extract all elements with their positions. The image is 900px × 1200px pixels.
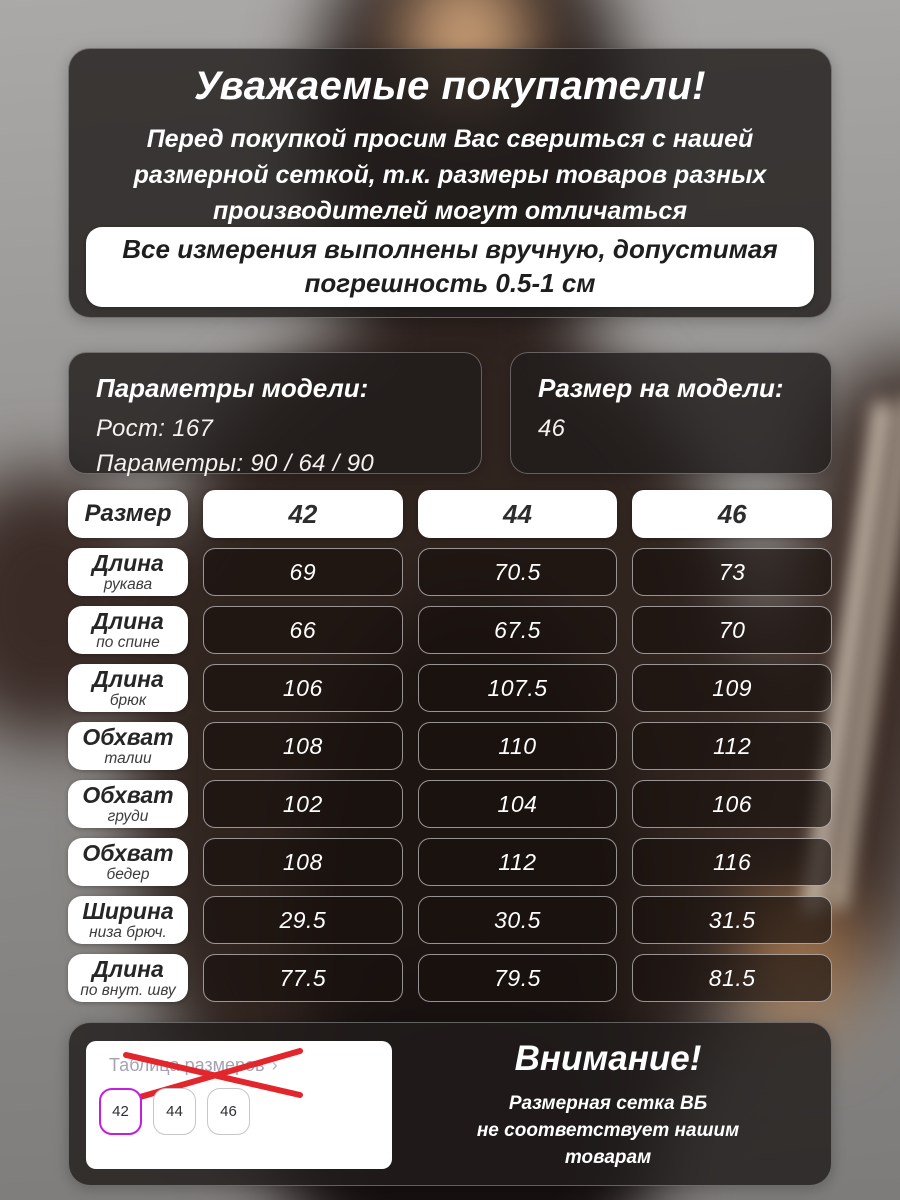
measurement-note: Все измерения выполнены вручную, допусти… <box>86 227 814 307</box>
size-chip-group: 42 44 46 <box>99 1088 250 1135</box>
table-row: Длина брюк 106 107.5 109 <box>68 664 832 712</box>
size-table: Размер 42 44 46 Длина рукава 69 70.5 73 <box>68 490 832 1012</box>
model-measurements: Параметры: 90 / 64 / 90 <box>96 450 375 477</box>
table-cell: 106 <box>632 780 832 828</box>
table-row: Обхват груди 102 104 106 <box>68 780 832 828</box>
table-cell: 116 <box>632 838 832 886</box>
row-label: Ширина низа брюч. <box>68 896 188 944</box>
table-cell: 112 <box>417 838 618 886</box>
measurement-note-text: Все измерения выполнены вручную, допусти… <box>122 234 778 298</box>
footer-panel: Таблица размеров › 42 44 46 Внимание! Раз… <box>68 1022 832 1186</box>
attention-block: Внимание! Размерная сетка ВБ не соответс… <box>397 1039 819 1172</box>
size-table-link[interactable]: Таблица размеров › <box>109 1055 278 1075</box>
table-cell: 67.5 <box>417 606 618 654</box>
table-cell: 106 <box>203 664 403 712</box>
model-params-title: Параметры модели: <box>96 373 369 403</box>
table-cell: 79.5 <box>417 954 618 1002</box>
size-header-label: Размер <box>68 490 188 538</box>
table-cell: 110 <box>417 722 618 770</box>
model-size-panel: Размер на модели: 46 <box>510 352 832 474</box>
model-params-panel: Параметры модели: Рост: 167 Параметры: 9… <box>68 352 482 477</box>
size-chip-42[interactable]: 42 <box>99 1088 142 1135</box>
table-cell: 81.5 <box>632 954 832 1002</box>
table-cell: 104 <box>417 780 618 828</box>
row-label: Длина рукава <box>68 548 188 596</box>
table-cell: 31.5 <box>632 896 832 944</box>
table-row: Обхват талии 108 110 112 <box>68 722 832 770</box>
row-label: Обхват талии <box>68 722 188 770</box>
table-cell: 70 <box>632 606 832 654</box>
row-label: Длина по внут. шву <box>68 954 188 1002</box>
table-row: Обхват бедер 108 112 116 <box>68 838 832 886</box>
wb-size-widget: Таблица размеров › 42 44 46 <box>86 1041 392 1169</box>
table-row: Ширина низа брюч. 29.5 30.5 31.5 <box>68 896 832 944</box>
row-label: Длина брюк <box>68 664 188 712</box>
table-cell: 108 <box>203 838 403 886</box>
attention-title: Внимание! <box>514 1039 702 1078</box>
model-size-value: 46 <box>538 415 566 442</box>
table-cell: 77.5 <box>203 954 403 1002</box>
row-label: Длина по спине <box>68 606 188 654</box>
size-column-46: 46 <box>632 490 832 538</box>
size-chip-44[interactable]: 44 <box>153 1088 196 1135</box>
table-cell: 102 <box>203 780 403 828</box>
table-cell: 70.5 <box>417 548 618 596</box>
row-label: Обхват груди <box>68 780 188 828</box>
table-cell: 69 <box>203 548 403 596</box>
attention-text: Размерная сетка ВБ не соответствует наши… <box>476 1093 740 1168</box>
table-cell: 108 <box>203 722 403 770</box>
table-row: Длина по спине 66 67.5 70 <box>68 606 832 654</box>
table-cell: 30.5 <box>417 896 618 944</box>
table-cell: 109 <box>632 664 832 712</box>
notice-panel: Уважаемые покупатели! Перед покупкой про… <box>68 48 832 318</box>
size-chip-46[interactable]: 46 <box>207 1088 250 1135</box>
table-cell: 112 <box>632 722 832 770</box>
notice-body: Перед покупкой просим Вас свериться с на… <box>133 125 767 225</box>
size-column-44: 44 <box>417 490 618 538</box>
table-row: Длина по внут. шву 77.5 79.5 81.5 <box>68 954 832 1002</box>
model-size-title: Размер на модели: <box>538 373 784 403</box>
size-table-body: Длина рукава 69 70.5 73 Длина по спине 6… <box>68 548 832 1002</box>
notice-title: Уважаемые покупатели! <box>194 64 706 108</box>
size-column-42: 42 <box>203 490 403 538</box>
chevron-right-icon: › <box>271 1055 278 1075</box>
size-table-header-row: Размер 42 44 46 <box>68 490 832 538</box>
table-row: Длина рукава 69 70.5 73 <box>68 548 832 596</box>
table-cell: 73 <box>632 548 832 596</box>
table-cell: 66 <box>203 606 403 654</box>
table-cell: 29.5 <box>203 896 403 944</box>
row-label: Обхват бедер <box>68 838 188 886</box>
table-cell: 107.5 <box>417 664 618 712</box>
model-height: Рост: 167 <box>96 415 214 442</box>
